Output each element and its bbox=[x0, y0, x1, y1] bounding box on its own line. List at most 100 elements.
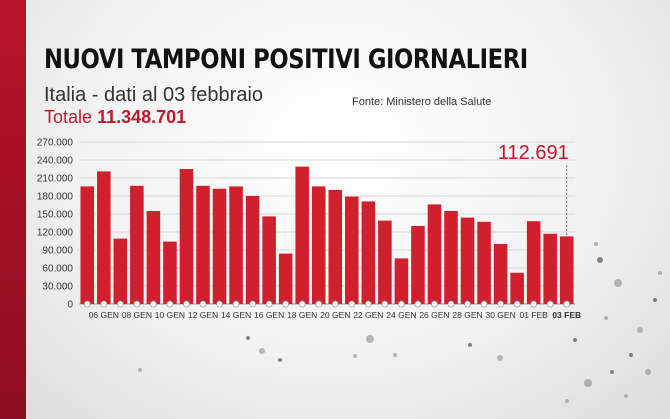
decor-dot bbox=[658, 271, 662, 275]
bar-base-marker bbox=[563, 300, 571, 308]
bar-base-marker bbox=[133, 300, 141, 308]
bar bbox=[196, 185, 210, 304]
x-tick-label: 06 GEN bbox=[89, 310, 119, 320]
decorative-dots bbox=[138, 242, 662, 403]
bar-base-marker bbox=[464, 300, 471, 308]
bar bbox=[378, 220, 392, 304]
bar bbox=[212, 188, 227, 304]
bar-base-marker bbox=[149, 300, 157, 308]
x-tick-label: 08 GEN bbox=[122, 310, 152, 320]
decor-dot bbox=[138, 368, 142, 372]
annotation-value: 112.691 bbox=[498, 142, 569, 164]
bar-base-marker bbox=[348, 300, 356, 308]
bar-base-marker bbox=[331, 300, 339, 308]
decor-dot bbox=[497, 355, 503, 361]
decor-dot bbox=[645, 369, 651, 375]
x-tick-label: 12 GEN bbox=[188, 310, 218, 320]
decor-dot bbox=[565, 399, 569, 403]
chart-gridlines bbox=[79, 141, 575, 305]
y-tick-label: 120.000 bbox=[37, 228, 74, 239]
decor-dot bbox=[393, 353, 397, 357]
bar bbox=[278, 253, 293, 304]
y-tick-label: 150.000 bbox=[37, 210, 74, 221]
y-tick-label: 180.000 bbox=[37, 192, 74, 203]
bar-base-marker bbox=[364, 300, 372, 308]
bar-base-marker bbox=[447, 300, 455, 308]
decor-dot bbox=[594, 242, 598, 246]
x-tick-label: 30 GEN bbox=[485, 310, 515, 320]
decor-dot bbox=[614, 279, 622, 287]
decor-dot bbox=[246, 336, 250, 340]
bar bbox=[328, 190, 343, 304]
bar bbox=[130, 185, 144, 304]
total-line: Totale 11.348.701 bbox=[44, 107, 186, 128]
bar-base-marker bbox=[497, 300, 505, 308]
bar-base-marker bbox=[546, 300, 554, 308]
chart-annotation: 112.691 bbox=[498, 142, 569, 237]
bar bbox=[411, 226, 425, 304]
bar bbox=[113, 238, 128, 304]
bar bbox=[510, 272, 524, 304]
y-tick-label: 240.000 bbox=[37, 156, 74, 167]
x-tick-label: 24 GEN bbox=[386, 310, 416, 320]
decor-dot bbox=[468, 343, 472, 347]
decor-dot bbox=[637, 327, 643, 333]
bar-base-marker bbox=[513, 300, 521, 308]
x-tick-label: 16 GEN bbox=[254, 310, 284, 320]
decor-dot bbox=[610, 370, 614, 374]
x-tick-label: 14 GEN bbox=[221, 310, 251, 320]
bar-base-marker bbox=[216, 300, 223, 308]
decor-dot bbox=[259, 348, 265, 354]
page-title: NUOVI TAMPONI POSITIVI GIORNALIERI bbox=[44, 44, 528, 75]
total-value: 11.348.701 bbox=[97, 107, 187, 127]
x-tick-label: 18 GEN bbox=[287, 310, 317, 320]
decor-dot bbox=[629, 353, 633, 357]
bar-base-marker bbox=[315, 300, 323, 308]
bar bbox=[427, 204, 442, 304]
bar-base-marker bbox=[249, 300, 257, 308]
x-tick-label: 26 GEN bbox=[419, 310, 449, 320]
bar-base-marker bbox=[381, 300, 389, 308]
x-tick-label: 03 FEB bbox=[552, 310, 581, 320]
y-tick-label: 270.000 bbox=[37, 138, 74, 149]
y-tick-label: 30.000 bbox=[42, 282, 73, 293]
bar bbox=[295, 166, 309, 304]
decor-dot bbox=[278, 358, 282, 362]
bar bbox=[559, 236, 574, 304]
bar-base-marker bbox=[282, 300, 290, 308]
bar-base-marker bbox=[298, 300, 306, 308]
bar bbox=[493, 244, 508, 304]
chart-bars bbox=[80, 166, 574, 308]
bar-base-marker bbox=[199, 300, 207, 308]
decor-dot bbox=[366, 335, 374, 343]
bar bbox=[444, 211, 458, 304]
bar-base-marker bbox=[414, 300, 422, 308]
bar bbox=[543, 233, 557, 304]
bar-base-marker bbox=[116, 300, 124, 308]
bar-base-marker bbox=[183, 300, 190, 308]
y-axis-ticks: 0 30.000 60.000 90.000 120.000 150.000 180.000… bbox=[37, 138, 74, 311]
bar-base-marker bbox=[480, 300, 488, 308]
x-tick-label: 28 GEN bbox=[452, 310, 482, 320]
bar bbox=[262, 216, 276, 304]
bar bbox=[460, 217, 475, 304]
y-tick-label: 90.000 bbox=[42, 246, 73, 257]
bar bbox=[526, 221, 541, 304]
y-tick-label: 210.000 bbox=[37, 174, 74, 185]
decor-dot bbox=[584, 379, 592, 387]
bar bbox=[80, 186, 95, 304]
bar bbox=[345, 196, 359, 304]
bar bbox=[311, 186, 326, 304]
bar-base-marker bbox=[166, 300, 174, 308]
decor-dot bbox=[597, 257, 603, 263]
bar bbox=[146, 211, 161, 304]
x-tick-label: 01 FEB bbox=[519, 310, 548, 320]
accent-bar bbox=[0, 0, 26, 419]
bar-base-marker bbox=[530, 300, 538, 308]
bar bbox=[163, 241, 177, 304]
decor-dot bbox=[353, 354, 357, 358]
bar bbox=[229, 186, 243, 304]
bar-base-marker bbox=[83, 300, 91, 308]
bar bbox=[477, 221, 491, 304]
